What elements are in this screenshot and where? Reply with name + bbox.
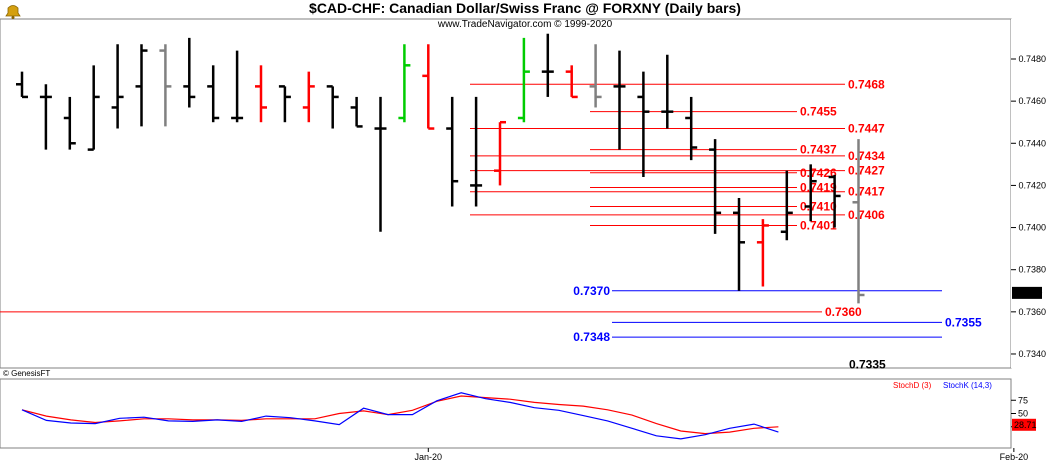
level-label: 0.7417 bbox=[848, 185, 885, 199]
ohlc-bars bbox=[16, 33, 865, 304]
level-label: 0.7455 bbox=[800, 105, 837, 119]
chart-title: $CAD-CHF: Canadian Dollar/Swiss Franc @ … bbox=[309, 0, 741, 16]
price-tick-label: 0.7400 bbox=[1018, 223, 1046, 233]
time-axis: Jan-20 Feb-20 bbox=[415, 448, 1029, 462]
level-label: 0.7335 bbox=[849, 358, 886, 372]
level-label: 0.7360 bbox=[825, 305, 862, 319]
osc-series-line bbox=[21, 395, 779, 435]
chart-subtitle: www.TradeNavigator.com © 1999-2020 bbox=[437, 19, 613, 30]
level-label: 0.7348 bbox=[573, 330, 610, 344]
level-label: 0.7468 bbox=[848, 77, 885, 91]
level-label: 0.7437 bbox=[800, 143, 837, 157]
level-label: 0.7401 bbox=[800, 218, 837, 232]
price-tick-label: 0.7360 bbox=[1018, 307, 1046, 317]
price-axis-bg bbox=[1011, 19, 1050, 368]
osc-last-value-label: 28.71 bbox=[1014, 420, 1037, 430]
last-price-label: 0.7369 bbox=[1015, 288, 1043, 298]
price-tick-label: 0.7420 bbox=[1018, 180, 1046, 190]
osc-legend-item: StochK (14,3) bbox=[943, 381, 992, 390]
level-label: 0.7447 bbox=[848, 122, 885, 136]
copyright-label: © GenesisFT bbox=[3, 369, 50, 378]
price-tick-label: 0.7380 bbox=[1018, 265, 1046, 275]
price-tick-label: 0.7480 bbox=[1018, 54, 1046, 64]
osc-legend-item: StochD (3) bbox=[893, 381, 932, 390]
osc-last-value-box bbox=[1012, 418, 1036, 431]
bell-logo-icon[interactable] bbox=[5, 5, 21, 20]
price-panel-frame bbox=[0, 18, 1012, 369]
level-label: 0.7410 bbox=[800, 199, 837, 213]
level-label: 0.7406 bbox=[848, 208, 885, 222]
oscillator-panel-frame bbox=[0, 378, 1012, 449]
level-label: 0.7427 bbox=[848, 164, 885, 178]
level-label: 0.7419 bbox=[800, 181, 837, 195]
osc-tick-label: 75 bbox=[1018, 395, 1028, 405]
level-label: 0.7370 bbox=[573, 284, 610, 298]
osc-series-line bbox=[21, 392, 779, 440]
price-axis: 0.7480 0.7460 0.7440 0.7420 0.7400 0.7380 0.73… bbox=[1011, 54, 1046, 359]
price-tick-label: 0.7440 bbox=[1018, 138, 1046, 148]
price-tick-label: 0.7460 bbox=[1018, 96, 1046, 106]
time-tick-label: Jan-20 bbox=[415, 452, 443, 462]
time-tick-label: Feb-20 bbox=[1000, 452, 1029, 462]
level-label: 0.7434 bbox=[848, 149, 885, 163]
level-label: 0.7426 bbox=[800, 166, 837, 180]
stochastic-oscillator: 755025StochD (3)StochK (14,3)28.71 bbox=[21, 381, 1037, 440]
last-price-box bbox=[1012, 286, 1042, 299]
level-label: 0.7355 bbox=[945, 315, 982, 329]
price-tick-label: 0.7340 bbox=[1018, 349, 1046, 359]
osc-tick-label: 50 bbox=[1018, 409, 1028, 419]
